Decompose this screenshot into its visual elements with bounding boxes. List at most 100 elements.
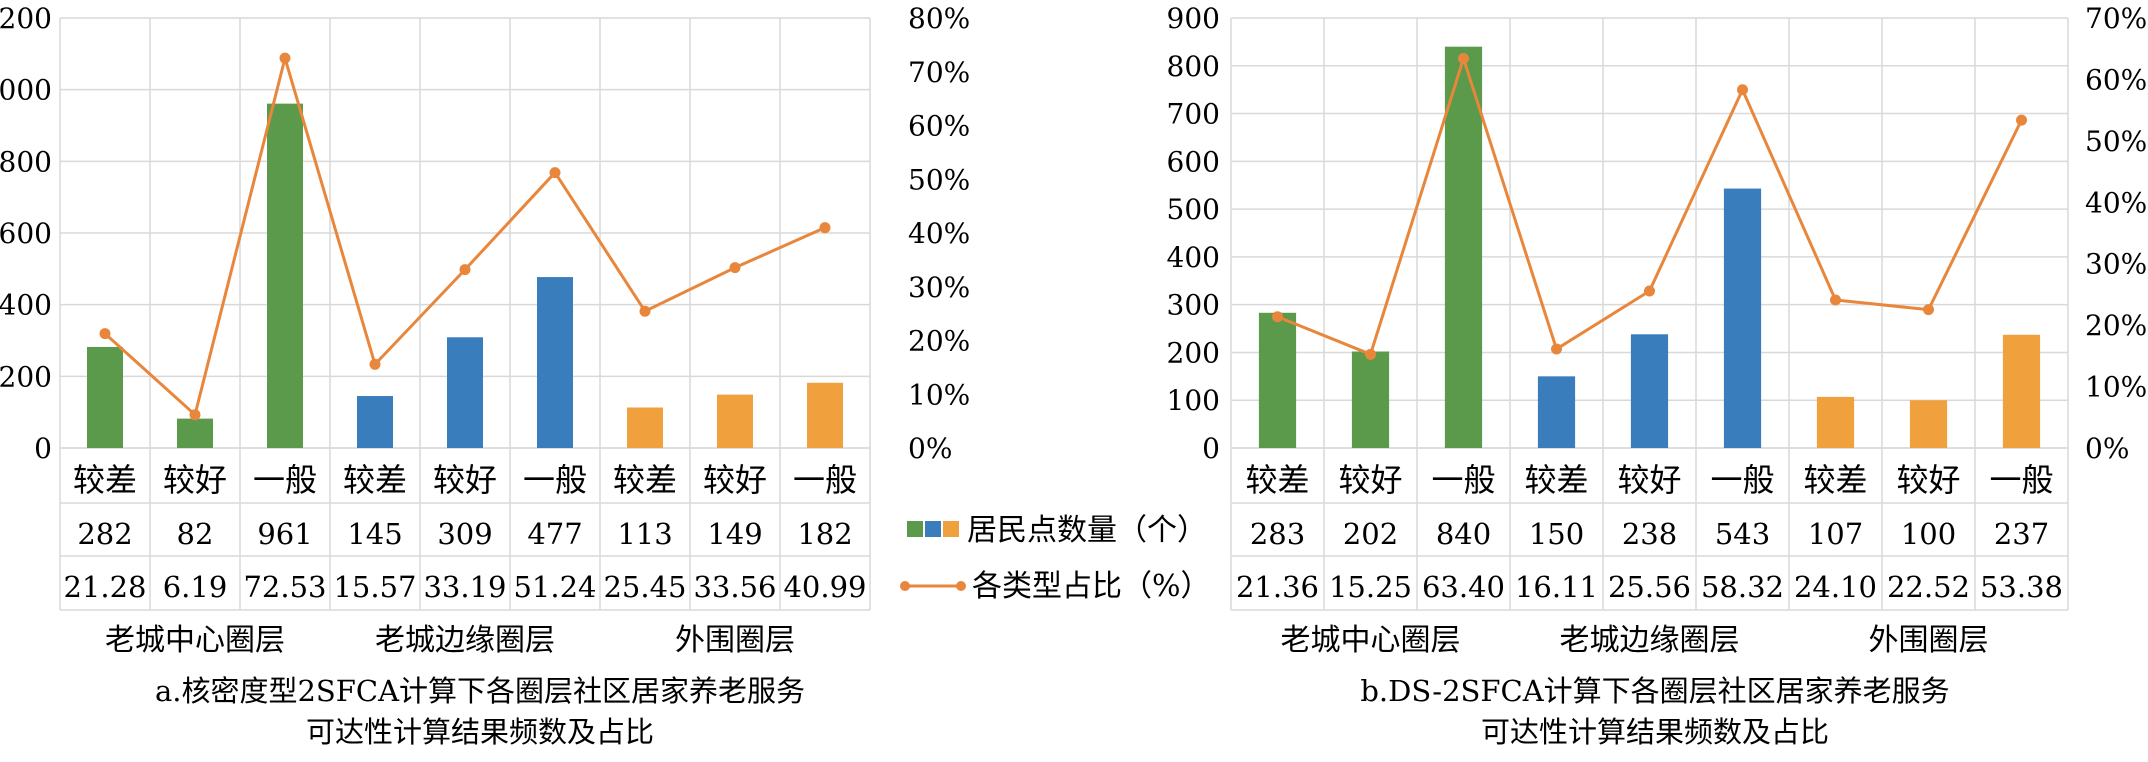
table-cell-percent: 24.10 — [1794, 570, 1877, 604]
legend-swatch-blue — [925, 521, 941, 537]
y-tick-right: 50% — [2085, 125, 2147, 158]
x-tick-category: 一般 — [1710, 461, 1774, 499]
bar — [2002, 334, 2041, 448]
table-cell-count: 282 — [77, 517, 132, 551]
y-tick-left: 600 — [1167, 145, 1220, 178]
table-cell-count: 145 — [347, 517, 402, 551]
x-tick-category: 一般 — [1431, 461, 1495, 499]
bar — [717, 394, 753, 448]
table-cell-percent: 21.28 — [63, 570, 146, 604]
legend-line-marker-right — [956, 581, 966, 591]
table-cell-percent: 33.19 — [423, 570, 506, 604]
x-tick-category: 较好 — [163, 461, 227, 499]
percent-marker — [99, 328, 111, 340]
bar — [1630, 334, 1669, 448]
x-group-label: 外围圈层 — [675, 623, 795, 658]
bar — [1351, 351, 1390, 448]
x-tick-category: 一般 — [793, 461, 857, 499]
table-cell-count: 283 — [1250, 517, 1305, 551]
x-tick-category: 一般 — [1989, 461, 2053, 499]
bar — [537, 277, 573, 448]
table-cell-percent: 58.32 — [1701, 570, 1784, 604]
bar — [1909, 400, 1948, 448]
table-cell-count: 840 — [1436, 517, 1491, 551]
y-tick-right: 30% — [908, 271, 970, 304]
y-tick-left: 100 — [1167, 384, 1220, 417]
percent-marker — [639, 305, 651, 317]
y-tick-right: 40% — [908, 217, 970, 250]
y-tick-right: 60% — [908, 110, 970, 143]
y-tick-right: 70% — [2085, 2, 2147, 35]
percent-marker — [1830, 294, 1841, 306]
percent-marker — [1458, 53, 1469, 65]
bar — [627, 407, 663, 448]
table-cell-count: 100 — [1901, 517, 1956, 551]
table-cell-count: 202 — [1343, 517, 1398, 551]
bar — [447, 337, 483, 448]
bar — [1816, 396, 1855, 448]
y-tick-right: 60% — [2085, 63, 2147, 96]
x-tick-category: 较好 — [703, 461, 767, 499]
table-cell-count: 149 — [707, 517, 762, 551]
x-tick-category: 一般 — [253, 461, 317, 499]
y-tick-right: 20% — [908, 325, 970, 358]
percent-marker — [369, 358, 381, 370]
x-group-label: 老城边缘圈层 — [1560, 623, 1740, 658]
table-cell-percent: 25.45 — [603, 570, 686, 604]
x-group-label: 外围圈层 — [1869, 623, 1989, 658]
x-tick-category: 较差 — [1245, 461, 1309, 499]
y-tick-right: 20% — [2085, 309, 2147, 342]
table-cell-percent: 15.57 — [333, 570, 416, 604]
table-cell-percent: 51.24 — [513, 570, 596, 604]
x-tick-category: 一般 — [523, 461, 587, 499]
y-tick-left: 900 — [1167, 2, 1220, 35]
x-tick-category: 较好 — [433, 461, 497, 499]
table-cell-count: 309 — [437, 517, 492, 551]
x-tick-category: 较差 — [1524, 461, 1588, 499]
figure-caption-line1: a.核密度型2SFCA计算下各圈层社区居家养老服务 — [155, 674, 805, 708]
table-cell-count: 237 — [1994, 517, 2049, 551]
percent-marker — [1644, 285, 1655, 297]
table-cell-percent: 72.53 — [243, 570, 326, 604]
percent-line — [1276, 53, 2023, 357]
x-tick-category: 较差 — [343, 461, 407, 499]
table-cell-percent: 25.56 — [1608, 570, 1691, 604]
percent-marker — [189, 409, 201, 421]
bar — [1537, 376, 1576, 448]
legend-swatch-green — [907, 521, 923, 537]
y-tick-left: 0 — [1202, 432, 1220, 465]
x-group-label: 老城中心圈层 — [1281, 623, 1461, 658]
x-tick-category: 较好 — [1617, 461, 1681, 499]
table-cell-count: 961 — [257, 517, 312, 551]
y-tick-left: 400 — [1167, 241, 1220, 274]
y-tick-left: 700 — [1167, 98, 1220, 131]
legend-line-label: 各类型占比（%） — [972, 569, 1211, 604]
table-cell-count: 107 — [1808, 517, 1863, 551]
percent-marker — [1365, 348, 1376, 360]
table-cell-count: 182 — [797, 517, 852, 551]
x-group-label: 老城边缘圈层 — [375, 623, 555, 658]
percent-marker — [1923, 304, 1934, 316]
table-cell-count: 543 — [1715, 517, 1770, 551]
legend-line-marker-left — [900, 581, 910, 591]
percent-marker — [819, 222, 831, 234]
y-tick-right: 50% — [908, 163, 970, 196]
y-tick-right: 80% — [908, 2, 970, 35]
figure-caption-line2: 可达性计算结果频数及占比 — [1481, 715, 1829, 749]
chart-panel-a: 0 200 400 600 800 1000 1200 0% 10% 20% 30% 40% 50% 60… — [0, 2, 970, 749]
table-cell-count: 113 — [617, 517, 672, 551]
percent-marker — [549, 167, 561, 179]
bar — [1258, 312, 1297, 448]
table-cell-percent: 63.40 — [1422, 570, 1505, 604]
y-tick-right: 70% — [908, 56, 970, 89]
y-tick-left: 300 — [1167, 289, 1220, 322]
figure-caption-line1: b.DS-2SFCA计算下各圈层社区居家养老服务 — [1360, 674, 1949, 708]
y-tick-right: 40% — [2085, 186, 2147, 219]
table-cell-percent: 53.38 — [1980, 570, 2063, 604]
y-tick-right: 30% — [2085, 248, 2147, 281]
table-cell-count: 477 — [527, 517, 582, 551]
bar — [357, 396, 393, 448]
legend-swatch-orange — [943, 521, 959, 537]
table-cell-percent: 15.25 — [1329, 570, 1412, 604]
